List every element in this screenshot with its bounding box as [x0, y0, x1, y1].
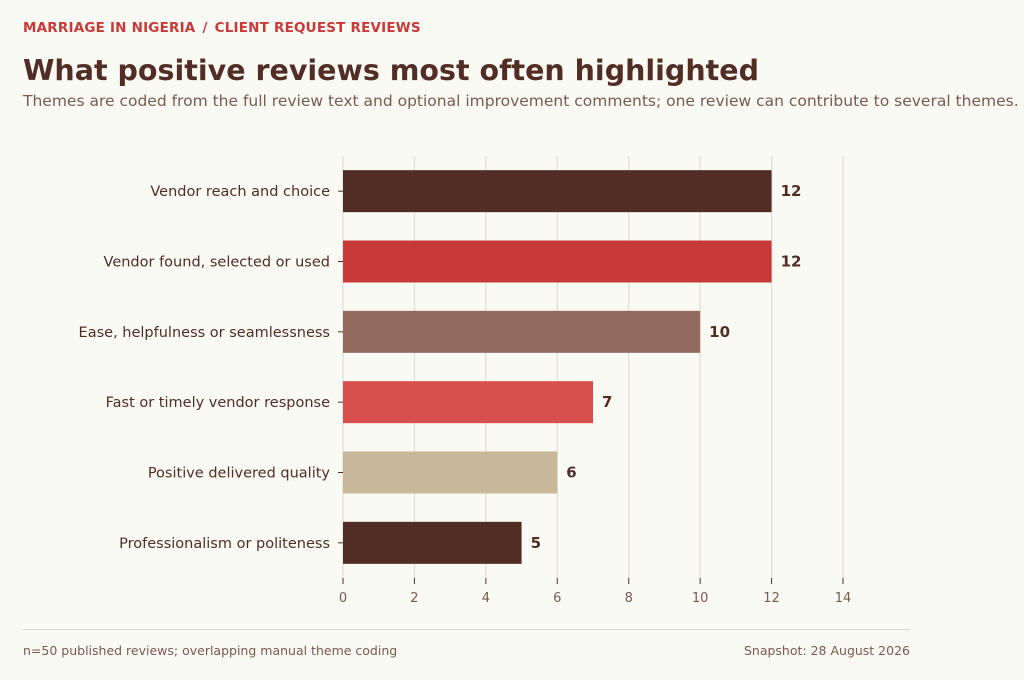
data-label: 12	[781, 253, 802, 271]
bar	[343, 310, 701, 353]
footer-divider	[23, 629, 910, 630]
data-label: 7	[602, 393, 612, 411]
data-label: 12	[781, 182, 802, 200]
bar	[343, 451, 558, 494]
bar	[343, 240, 772, 283]
footer-snapshot: Snapshot: 28 August 2026	[743, 643, 910, 658]
category-label: Professionalism or politeness	[119, 536, 330, 552]
category-label: Vendor reach and choice	[150, 184, 330, 200]
data-label: 10	[709, 323, 730, 341]
category-label: Fast or timely vendor response	[106, 395, 330, 411]
bar	[343, 521, 522, 564]
x-tick-label: 8	[625, 591, 633, 606]
breadcrumb: MARRIAGE IN NIGERIA / CLIENT REQUEST REVIE…	[23, 20, 421, 36]
chart-title: What positive reviews most often highlig…	[23, 54, 759, 87]
category-label: Ease, helpfulness or seamlessness	[79, 325, 330, 341]
footer-note: n=50 published reviews; overlapping manu…	[23, 643, 398, 658]
x-tick-label: 10	[692, 591, 709, 606]
x-tick-label: 14	[835, 591, 852, 606]
breadcrumb-page: CLIENT REQUEST REVIEWS	[214, 20, 421, 36]
x-tick-label: 12	[763, 591, 780, 606]
breadcrumb-separator: /	[202, 20, 208, 36]
breadcrumb-section: MARRIAGE IN NIGERIA	[23, 20, 196, 36]
x-tick-label: 2	[410, 591, 418, 606]
chart-subtitle: Themes are coded from the full review te…	[23, 92, 1019, 110]
x-tick-label: 6	[553, 591, 561, 606]
x-tick-label: 0	[339, 591, 347, 606]
bar	[343, 170, 772, 213]
data-label: 5	[531, 534, 541, 552]
category-label: Vendor found, selected or used	[104, 255, 330, 271]
x-tick-label: 4	[482, 591, 490, 606]
data-label: 6	[566, 464, 576, 482]
bar	[343, 381, 593, 424]
category-label: Positive delivered quality	[148, 466, 331, 482]
